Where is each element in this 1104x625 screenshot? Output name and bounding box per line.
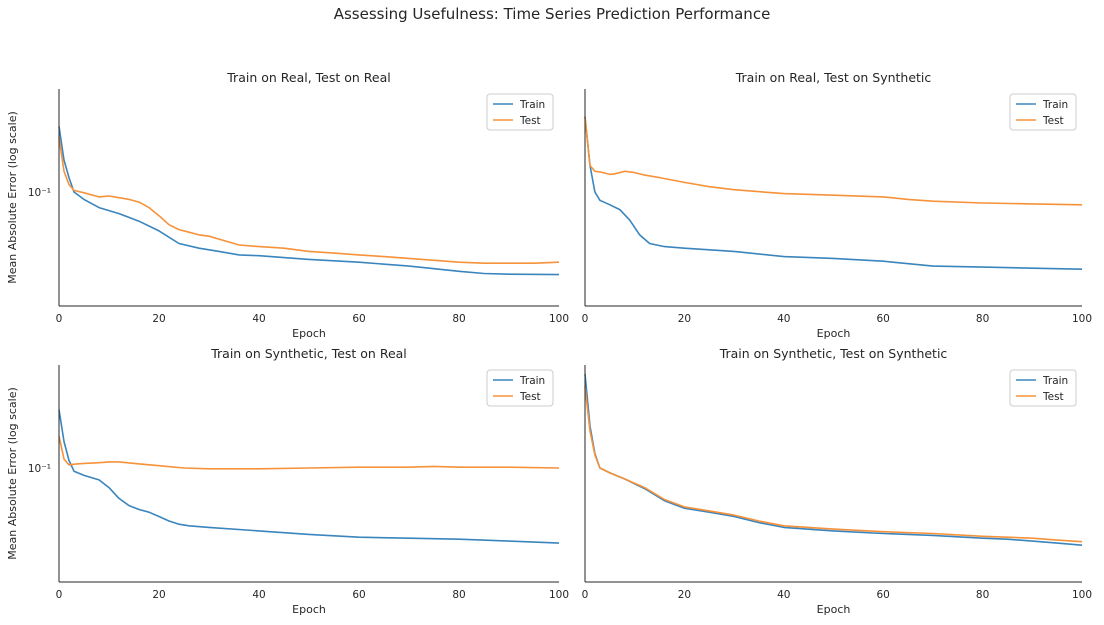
- y-tick-label: 10⁻¹: [28, 187, 51, 199]
- y-axis-label: Mean Absolute Error (log scale): [6, 387, 19, 560]
- x-tick-label: 100: [1072, 589, 1092, 601]
- legend-label-test: Test: [519, 391, 541, 403]
- x-tick-label: 80: [976, 313, 989, 325]
- x-tick-label: 100: [549, 589, 569, 601]
- x-tick-label: 60: [877, 589, 890, 601]
- legend: Train Test: [1009, 369, 1077, 407]
- legend-label-train: Train: [1042, 99, 1068, 111]
- subplot-title: Train on Synthetic, Test on Synthetic: [719, 346, 948, 361]
- x-tick-label: 20: [678, 589, 691, 601]
- legend: Train Test: [486, 369, 554, 407]
- series-line-train: [58, 409, 560, 544]
- series-line-test: [58, 435, 560, 470]
- series-line-test: [584, 116, 1083, 206]
- legend-label-test: Test: [519, 115, 541, 127]
- subplot-train-real-test-synthetic: Train on Real, Test on Synthetic 0 20 40 60 8…: [582, 70, 1092, 340]
- x-tick-label: 100: [549, 313, 569, 325]
- x-tick-label: 40: [252, 589, 265, 601]
- legend-box: [1009, 369, 1077, 407]
- y-axis-label: Mean Absolute Error (log scale): [6, 111, 19, 284]
- series-line-train: [584, 373, 1083, 546]
- x-axis-label: Epoch: [817, 327, 851, 340]
- x-tick-label: 40: [252, 313, 265, 325]
- subplot-train-synthetic-test-real: Train on Synthetic, Test on Real 0 20 40 60 8…: [6, 346, 569, 616]
- x-tick-label: 40: [777, 589, 790, 601]
- legend-label-test: Test: [1042, 115, 1064, 127]
- subplot-train-real-test-real: Train on Real, Test on Real 0 20 40 60 80 100 E…: [6, 70, 569, 340]
- legend: Train Test: [486, 93, 554, 131]
- x-tick-label: 0: [582, 313, 589, 325]
- subplot-train-synthetic-test-synthetic: Train on Synthetic, Test on Synthetic 0 20…: [582, 346, 1092, 616]
- legend-label-train: Train: [519, 375, 545, 387]
- x-tick-label: 80: [452, 589, 465, 601]
- legend-box: [1009, 93, 1077, 131]
- x-tick-label: 80: [452, 313, 465, 325]
- series-line-train: [58, 126, 560, 276]
- legend-label-test: Test: [1042, 391, 1064, 403]
- x-tick-label: 100: [1072, 313, 1092, 325]
- legend-label-train: Train: [519, 99, 545, 111]
- figure-title: Assessing Usefulness: Time Series Predic…: [333, 5, 771, 23]
- x-tick-label: 80: [976, 589, 989, 601]
- legend-box: [486, 93, 554, 131]
- series-line-train: [584, 116, 1083, 270]
- legend-box: [486, 369, 554, 407]
- x-tick-label: 0: [582, 589, 589, 601]
- series-line-test: [584, 386, 1083, 543]
- x-tick-label: 20: [152, 313, 165, 325]
- subplot-title: Train on Real, Test on Synthetic: [735, 70, 932, 85]
- x-tick-label: 0: [56, 589, 63, 601]
- legend: Train Test: [1009, 93, 1077, 131]
- x-tick-label: 60: [352, 313, 365, 325]
- legend-label-train: Train: [1042, 375, 1068, 387]
- x-tick-label: 0: [56, 313, 63, 325]
- x-tick-label: 40: [777, 313, 790, 325]
- x-axis-label: Epoch: [817, 603, 851, 616]
- x-tick-label: 20: [678, 313, 691, 325]
- x-tick-label: 60: [877, 313, 890, 325]
- subplot-title: Train on Synthetic, Test on Real: [210, 346, 407, 361]
- series-line-test: [58, 137, 560, 264]
- x-tick-label: 20: [152, 589, 165, 601]
- subplot-title: Train on Real, Test on Real: [226, 70, 390, 85]
- x-tick-label: 60: [352, 589, 365, 601]
- x-axis-label: Epoch: [292, 327, 326, 340]
- y-tick-label: 10⁻¹: [28, 463, 51, 475]
- x-axis-label: Epoch: [292, 603, 326, 616]
